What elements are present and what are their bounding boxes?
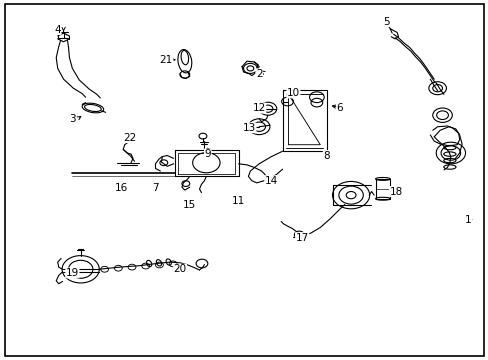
Text: 14: 14 — [264, 176, 278, 186]
Text: 12: 12 — [252, 103, 265, 113]
Text: 18: 18 — [388, 186, 402, 197]
Text: 8: 8 — [323, 150, 329, 161]
Text: 5: 5 — [382, 17, 389, 27]
Text: 16: 16 — [114, 183, 128, 193]
Text: 1: 1 — [464, 215, 471, 225]
Text: 6: 6 — [336, 103, 343, 113]
Text: 20: 20 — [173, 264, 186, 274]
Text: 2: 2 — [255, 69, 262, 79]
Text: 10: 10 — [286, 88, 299, 98]
Text: 9: 9 — [204, 149, 211, 159]
Text: 7: 7 — [152, 183, 159, 193]
Text: 3: 3 — [69, 114, 76, 124]
Text: 21: 21 — [159, 55, 173, 66]
Text: 19: 19 — [65, 268, 79, 278]
Text: 13: 13 — [242, 123, 256, 133]
Text: 17: 17 — [295, 233, 308, 243]
Text: 11: 11 — [231, 196, 245, 206]
Text: 15: 15 — [183, 200, 196, 210]
Text: 22: 22 — [122, 132, 136, 143]
Text: 4: 4 — [54, 24, 61, 35]
